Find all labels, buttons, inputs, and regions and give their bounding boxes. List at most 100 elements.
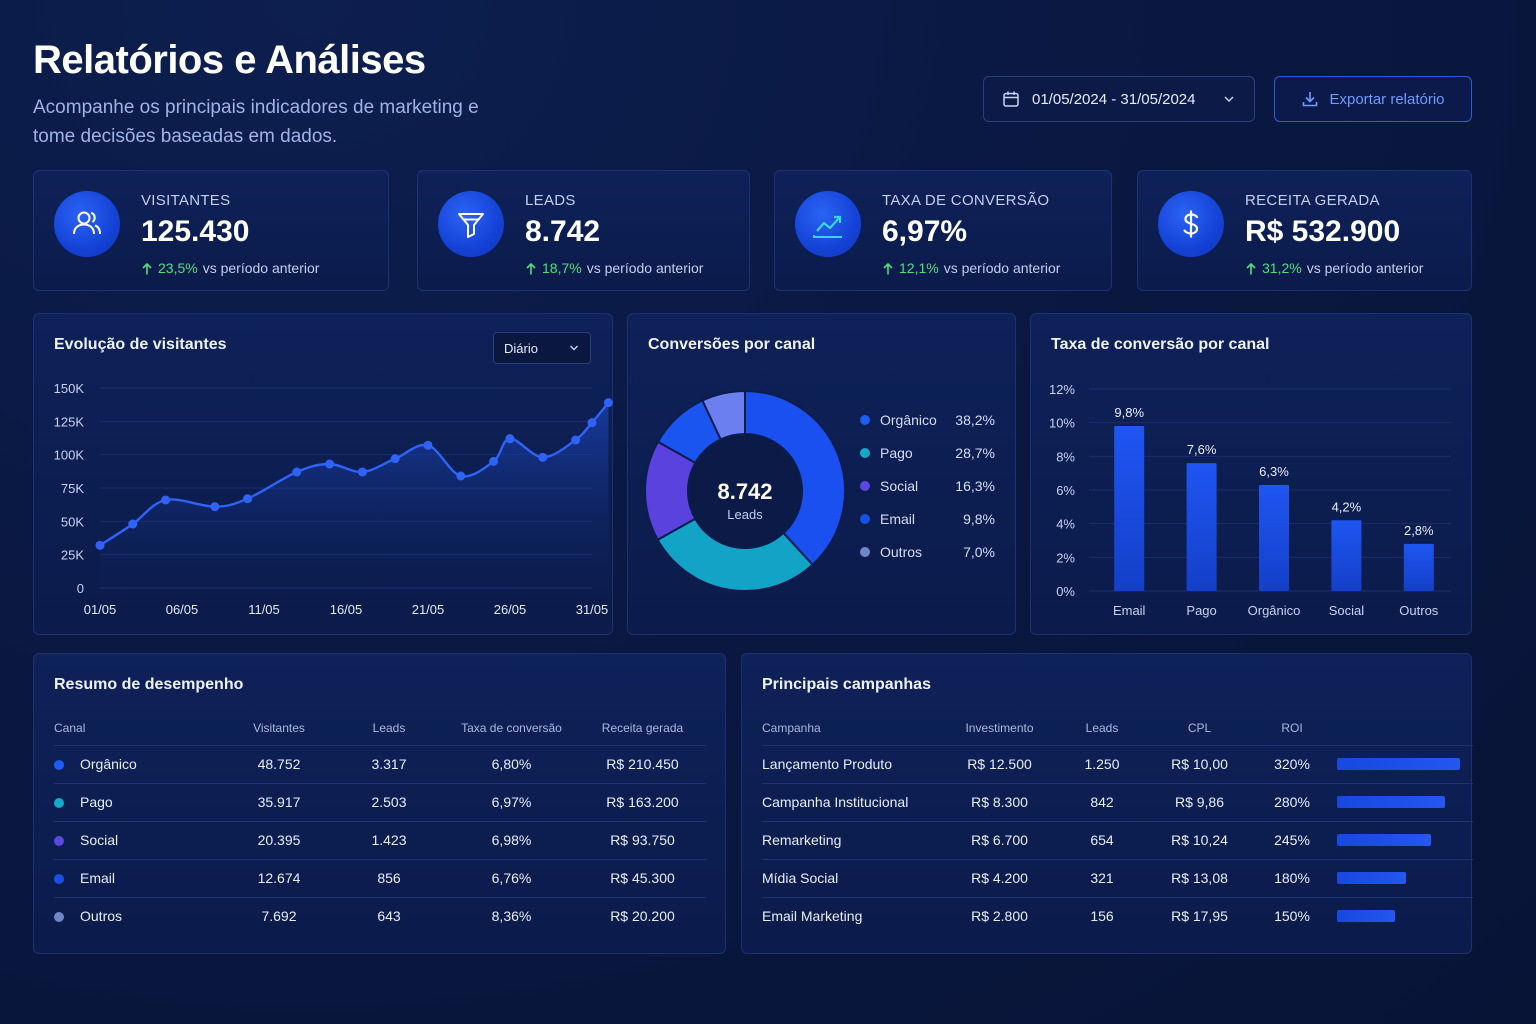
channel-name: Outros (80, 908, 123, 925)
bar-value-label: 6,3% (1259, 464, 1289, 479)
y-tick-label: 12% (1049, 382, 1075, 397)
campaigns-table: Campanha Investimento Leads CPL ROI Lançamen… (762, 711, 1473, 935)
chevron-down-icon (1224, 96, 1234, 103)
table-row[interactable]: Remarketing R$ 6.700 654 R$ 10,24 245% (762, 820, 1473, 859)
y-tick-label: 2% (1056, 550, 1075, 565)
data-point (325, 459, 335, 469)
kpi-value: 6,97% (882, 215, 968, 248)
kpi-label: RECEITA GERADA (1245, 192, 1380, 209)
table-row[interactable]: Mídia Social R$ 4.200 321 R$ 13,08 180% (762, 858, 1473, 897)
table-row[interactable]: Lançamento Produto R$ 12.500 1.250 R$ 10,00… (762, 744, 1473, 783)
column-header[interactable]: Taxa de conversão (461, 720, 562, 735)
x-tick-label: Orgânico (1248, 603, 1301, 618)
legend-percent: 7,0% (963, 544, 995, 560)
table-cell: 8,36% (444, 896, 579, 935)
bar-email (1114, 426, 1145, 591)
visitors-line-chart: 0 25K 50K 75K 100K 125K 150K 01/05 06/05 11/05 16/… (54, 381, 613, 617)
roi-bar-cell (1337, 744, 1473, 783)
table-cell: 2.503 (334, 782, 444, 821)
legend-item: Social 16,3% (860, 478, 995, 494)
data-point (571, 435, 581, 445)
table-row[interactable]: Email 12.674 856 6,76% R$ 45.300 (54, 858, 706, 897)
summary-table: Canal Visitantes Leads Taxa de conversão Rec… (54, 711, 706, 935)
donut-slice-pago (656, 517, 814, 592)
bar-orgânico (1259, 484, 1289, 591)
roi-bar (1337, 758, 1460, 770)
conversions-by-channel-card: Conversões por canal 8.742 Leads Orgânico… (627, 313, 1016, 635)
column-header[interactable]: Campanha (762, 720, 821, 735)
funnel-icon (458, 213, 484, 238)
channel-name: Pago (80, 794, 113, 810)
y-tick-label: 4% (1056, 517, 1075, 532)
bar-value-label: 2,8% (1404, 523, 1434, 538)
x-tick-label: Outros (1399, 603, 1439, 618)
column-header[interactable]: ROI (1281, 720, 1303, 735)
data-point (128, 519, 138, 529)
column-header[interactable]: CPL (1187, 720, 1212, 735)
column-header[interactable]: Visitantes (253, 720, 305, 735)
column-header[interactable]: Receita gerada (601, 720, 684, 735)
table-cell: Campanha Institucional (762, 782, 947, 821)
table-cell: R$ 10,00 (1152, 744, 1247, 783)
performance-summary-card: Resumo de desempenho Canal Visitantes Lead… (33, 653, 726, 954)
roi-bar-cell (1337, 896, 1473, 935)
kpi-label: TAXA DE CONVERSÃO (882, 192, 1050, 209)
table-cell: Orgânico (54, 744, 224, 783)
data-point (505, 434, 515, 444)
donut-center-label: Leads (727, 507, 763, 522)
dollar-icon (1183, 210, 1199, 238)
table-cell: R$ 8.300 (947, 782, 1052, 821)
column-header[interactable]: Canal (54, 720, 86, 735)
table-row[interactable]: Social 20.395 1.423 6,98% R$ 93.750 (54, 820, 706, 859)
roi-bar (1337, 834, 1432, 846)
channel-dot (54, 912, 64, 923)
table-cell: 12.674 (224, 858, 334, 897)
granularity-select[interactable]: Diário (493, 332, 591, 364)
arrow-up-icon (526, 262, 536, 274)
kpi-value: R$ 532.900 (1245, 215, 1401, 248)
kpi-card-visitors: VISITANTES 125.430 23,5% vs período ante… (33, 170, 389, 291)
legend-label: Orgânico (880, 412, 937, 428)
legend-label: Social (880, 478, 919, 494)
legend-percent: 28,7% (955, 445, 995, 461)
campaigns-title: Principais campanhas (762, 676, 931, 693)
column-header[interactable]: Leads (372, 720, 406, 735)
conversion-rate-bar-chart: 0% 2% 4% 6% 8% 10% 12% 9,8% Email 7,6% Pago 6,3% Org… (1049, 382, 1451, 618)
donut-hole (689, 435, 801, 547)
conversion-rate-chart-card: Taxa de conversão por canal 0% 2% 4% 6% 8% 10… (1030, 313, 1472, 635)
data-point (423, 440, 433, 450)
data-point (489, 456, 499, 466)
export-report-button[interactable]: Exportar relatório (1274, 76, 1472, 122)
table-cell: 7.692 (224, 896, 334, 935)
visitors-area (100, 402, 609, 588)
legend-percent: 16,3% (955, 478, 995, 494)
table-row[interactable]: Email Marketing R$ 2.800 156 R$ 17,95 150% (762, 896, 1473, 935)
kpi-value: 125.430 (141, 215, 250, 248)
date-range-picker[interactable]: 01/05/2024 - 31/05/2024 (983, 76, 1255, 122)
roi-bar-cell (1337, 820, 1473, 859)
table-cell: 842 (1052, 782, 1152, 821)
kpi-delta: 12,1% vs período anterior (882, 260, 1060, 276)
table-row[interactable]: Orgânico 48.752 3.317 6,80% R$ 210.450 (54, 744, 706, 783)
y-tick-label: 0 (77, 581, 84, 596)
table-cell: 654 (1052, 820, 1152, 859)
bar-chart-title: Taxa de conversão por canal (1051, 336, 1270, 353)
table-row[interactable]: Campanha Institucional R$ 8.300 842 R$ 9,86… (762, 782, 1473, 821)
column-header[interactable]: Leads (1085, 720, 1119, 735)
table-cell: Social (54, 820, 224, 859)
column-header[interactable]: Investimento (965, 720, 1034, 735)
table-cell: R$ 17,95 (1152, 896, 1247, 935)
table-cell: 3.317 (334, 744, 444, 783)
table-row[interactable]: Pago 35.917 2.503 6,97% R$ 163.200 (54, 782, 706, 821)
table-row[interactable]: Outros 7.692 643 8,36% R$ 20.200 (54, 896, 706, 935)
data-point (161, 495, 171, 505)
donut-slice-orgânico (744, 389, 846, 567)
kpi-card-revenue: RECEITA GERADA R$ 532.900 31,2% vs perío… (1137, 170, 1472, 291)
table-cell: R$ 20.200 (579, 896, 706, 935)
roi-bar (1337, 872, 1407, 884)
table-cell: Outros (54, 896, 224, 935)
table-cell: 6,80% (444, 744, 579, 783)
arrow-up-icon (142, 262, 152, 274)
x-tick-label: Social (1329, 603, 1365, 618)
y-tick-label: 125K (54, 414, 85, 429)
